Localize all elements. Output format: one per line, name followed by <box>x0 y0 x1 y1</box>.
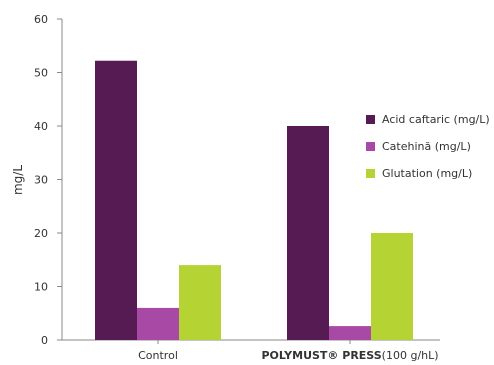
y-ticks: 0 10 20 30 40 50 60 <box>34 13 62 347</box>
bar-3-2 <box>371 233 413 340</box>
y-tick-label: 60 <box>34 13 48 26</box>
x-tick-label: POLYMUST® PRESS(100 g/hL) <box>261 349 438 362</box>
y-tick-label: 50 <box>34 67 48 80</box>
x-tick-label-bold: POLYMUST® PRESS <box>261 349 381 362</box>
bar-1-2 <box>287 126 329 340</box>
legend: Acid caftaric (mg/L) Catehină (mg/L) Gluta… <box>366 113 490 180</box>
x-tick-label-rest: Control <box>138 349 178 362</box>
y-tick-label: 20 <box>34 227 48 240</box>
bar-1-1 <box>95 60 137 340</box>
y-tick-label: 40 <box>34 120 48 133</box>
legend-label-3: Glutation (mg/L) <box>382 167 472 180</box>
legend-swatch-3 <box>366 169 375 178</box>
legend-label-1: Acid caftaric (mg/L) <box>382 113 490 126</box>
y-tick-label: 30 <box>34 174 48 187</box>
y-tick-label: 0 <box>41 334 48 347</box>
y-tick-label: 10 <box>34 281 48 294</box>
legend-swatch-1 <box>366 115 375 124</box>
bars <box>95 60 413 340</box>
bar-2-2 <box>329 326 371 340</box>
y-axis-label: mg/L <box>11 165 25 195</box>
bar-2-1 <box>137 307 179 340</box>
x-tick-labels: Control POLYMUST® PRESS(100 g/hL) <box>138 340 439 362</box>
legend-swatch-2 <box>366 142 375 151</box>
bar-3-1 <box>179 265 221 340</box>
legend-label-2: Catehină (mg/L) <box>382 140 471 153</box>
x-tick-label: Control <box>138 349 178 362</box>
x-tick-label-rest: (100 g/hL) <box>382 349 439 362</box>
